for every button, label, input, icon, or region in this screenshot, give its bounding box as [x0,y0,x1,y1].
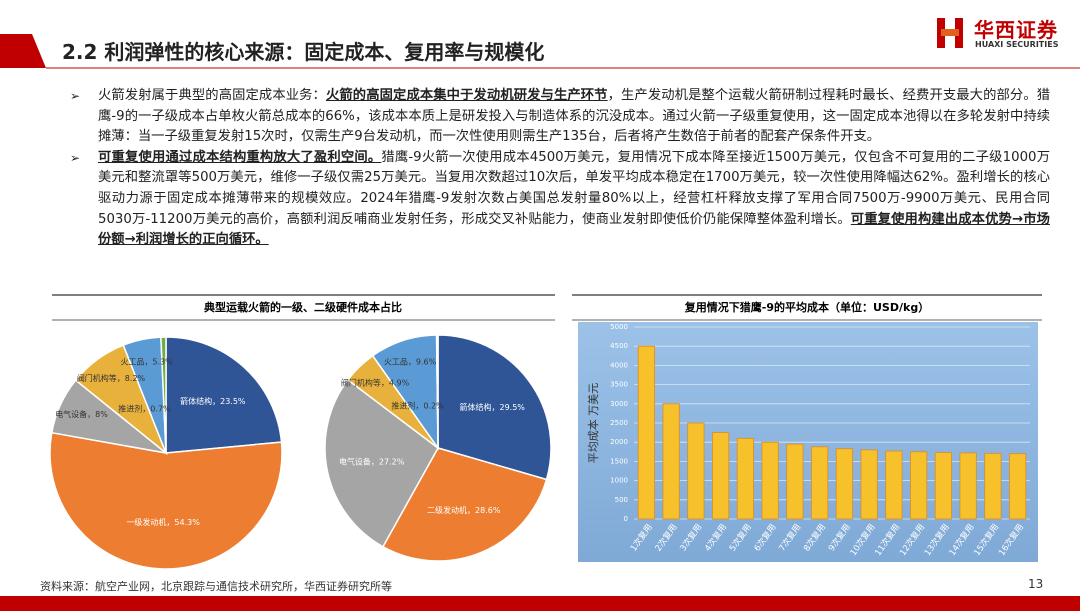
emphasis: 火箭的高固定成本集中于发动机研发与生产环节 [325,88,608,103]
emphasis: 可重复使用通过成本结构重构放大了盈利空间。 [98,149,382,165]
logo-icon [937,18,963,48]
logo-text: 华西证券 [974,18,1058,42]
page-number: 13 [1028,577,1044,591]
bullet: 可重复使用通过成本结构重构放大了盈利空间。猎鹰-9火箭一次使用成本4500万美元… [70,148,1050,251]
text: 猎鹰-9火箭一次使用成本4500万美元，复用情况下成本降至接近1500万美元，仅… [98,149,1050,227]
footer-band [0,596,1080,611]
slide-title: 2.2 利润弹性的核心来源：固定成本、复用率与规模化 [62,40,545,64]
text: ，生产发动机是整个运载火箭研制过程耗时最长、经费开支最大的部分。猎鹰-9的一子级… [98,88,1051,145]
source: 资料来源：航空产业网，北京跟踪与通信技术研究所，华西证券研究所等 [40,580,392,593]
bullet: 火箭发射属于典型的高固定成本业务：火箭的高固定成本集中于发动机研发与生产环节，生… [70,86,1050,148]
header-band [0,34,46,68]
body-text: 火箭发射属于典型的高固定成本业务：火箭的高固定成本集中于发动机研发与生产环节，生… [70,86,1050,251]
logo-subtext: HUAXI SECURITIES [975,40,1059,49]
emphasis: 可重复使用构建出成本优势→市场份额→利润增长的正向循环。 [98,211,1050,248]
text: 火箭发射属于典型的高固定成本业务： [98,88,326,103]
